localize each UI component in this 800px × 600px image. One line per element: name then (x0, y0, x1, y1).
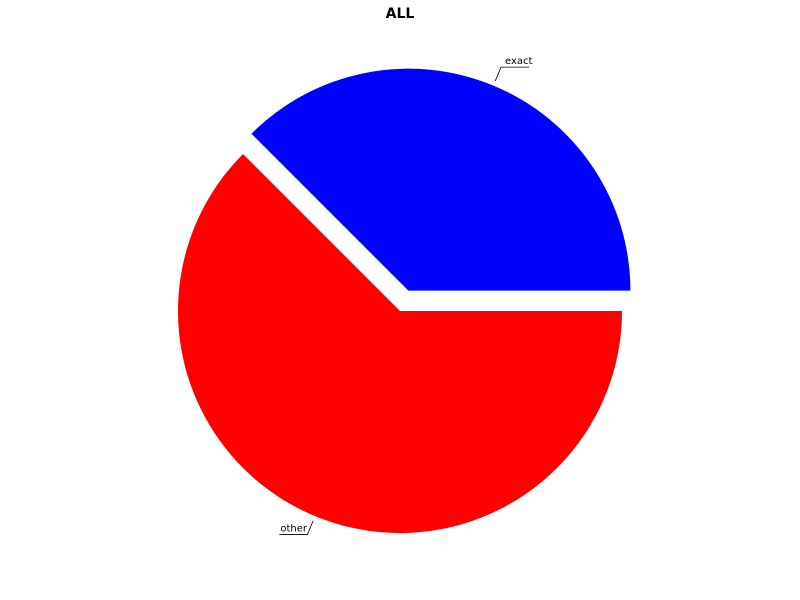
pie-slice-other (178, 154, 623, 534)
leader-line-other (279, 520, 314, 535)
leader-line-exact (494, 66, 530, 82)
labels-layer: exact other (279, 56, 533, 535)
slice-label-other: other (280, 524, 308, 535)
chart-title: ALL (386, 6, 415, 22)
slice-label-exact: exact (505, 56, 533, 67)
slices-layer (178, 68, 631, 534)
pie-slice-exact (251, 68, 631, 291)
